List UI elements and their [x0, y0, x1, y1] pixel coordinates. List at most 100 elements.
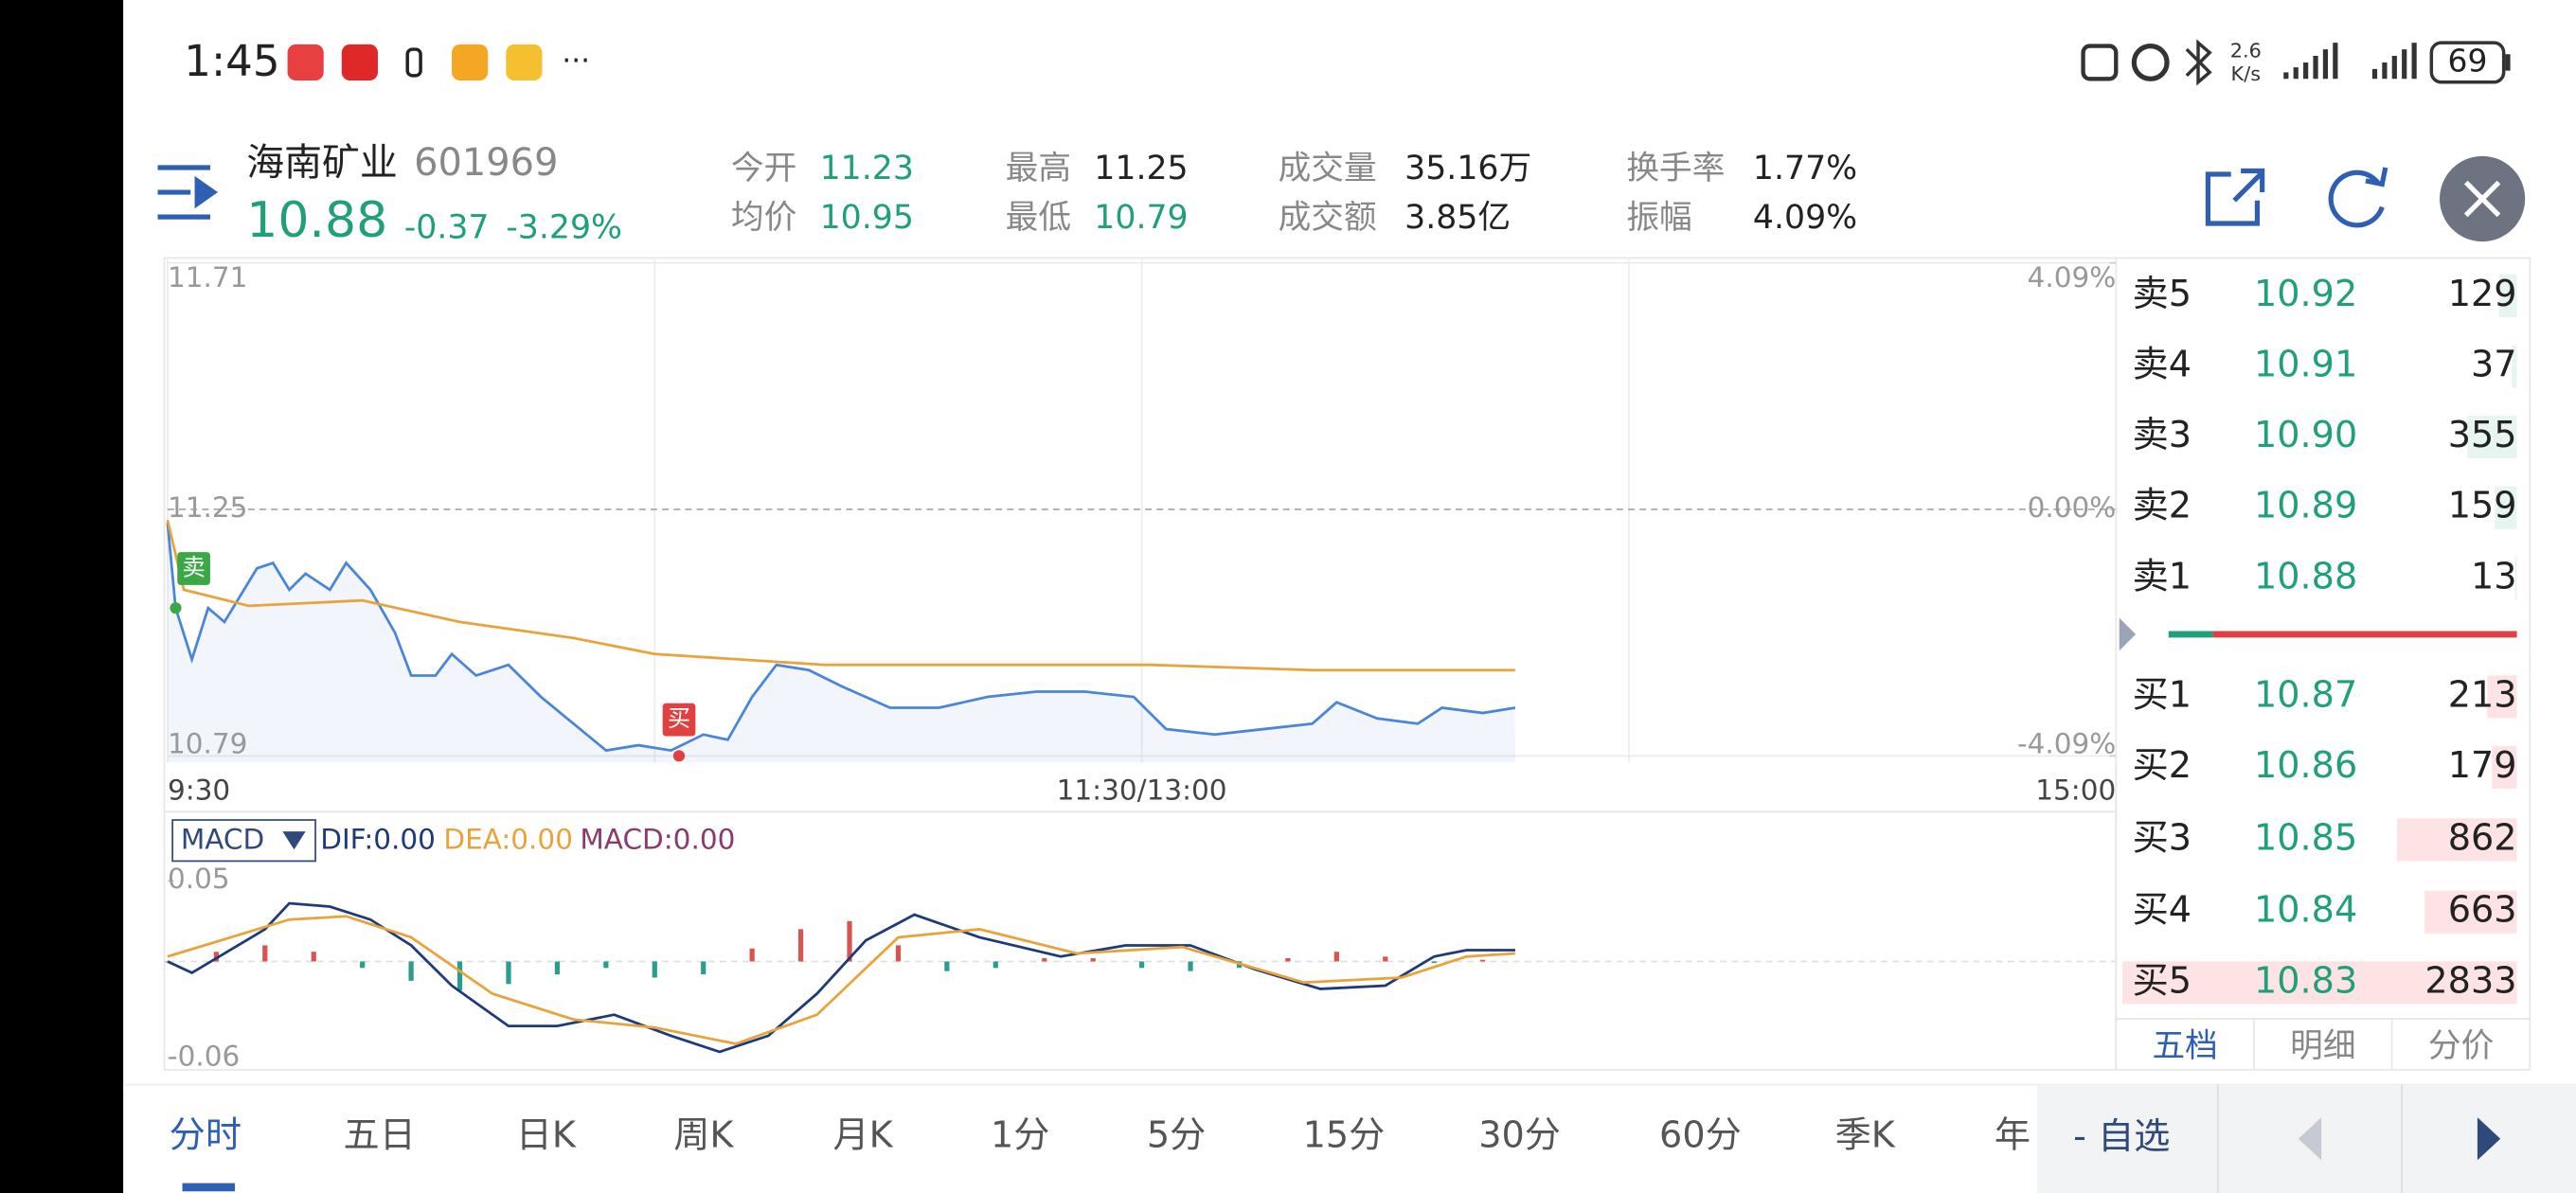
share-icon[interactable] [2205, 168, 2265, 226]
stat-label: 最高 [1005, 148, 1072, 187]
volume-bar [2467, 416, 2517, 459]
macd-bar [1480, 959, 1486, 962]
period-tab[interactable]: 季K [1834, 1115, 1895, 1157]
stat-value: 11.25 [1094, 148, 1189, 187]
period-tab[interactable]: 60分 [1659, 1115, 1742, 1157]
stat-value: 11.23 [819, 148, 914, 187]
macd-bar [1188, 961, 1193, 971]
x-tick-label: 15:00 [2035, 775, 2117, 809]
book-price: 10.85 [2253, 818, 2358, 860]
net-speed: 2.6 [2229, 39, 2262, 62]
volume-bar [2492, 745, 2517, 790]
period-tab[interactable]: 月K [832, 1115, 893, 1157]
book-price: 10.89 [2253, 486, 2358, 528]
trade-badge [177, 552, 210, 585]
watchlist-button[interactable]: - 自选 [2073, 1117, 2171, 1159]
book-level: 卖4 [2132, 345, 2192, 386]
x-tick-label: 9:30 [167, 775, 231, 809]
stat-value: 35.16万 [1404, 148, 1532, 187]
y-tick-label: 11.25 [167, 491, 248, 525]
book-volume: 355 [2447, 416, 2517, 457]
macd-bar [749, 948, 755, 962]
book-level: 买5 [2132, 961, 2192, 1003]
stat-value: 4.09% [1752, 197, 1858, 237]
y-tick-label: -0.06 [167, 1041, 241, 1075]
book-level: 买3 [2132, 818, 2192, 860]
macd-bar [1431, 961, 1437, 964]
macd-bar [701, 961, 707, 975]
macd-selector-label[interactable]: MACD [180, 824, 265, 858]
stat-label: 今开 [730, 148, 797, 187]
y2-tick-label: 4.09% [2027, 261, 2117, 295]
macd-bar [1139, 961, 1145, 969]
book-price: 10.90 [2253, 416, 2358, 457]
next-arrow[interactable] [2477, 1117, 2501, 1161]
volume-bar [2498, 274, 2517, 317]
line [166, 519, 1515, 672]
book-price: 10.92 [2253, 274, 2358, 316]
x-tick-label: 11:30/13:00 [1056, 775, 1227, 809]
stat-value: 10.95 [819, 197, 914, 237]
y-tick-label: 0.05 [167, 864, 230, 897]
period-tab[interactable]: 1分 [991, 1115, 1050, 1157]
macd-bar [1383, 956, 1388, 962]
book-level: 买1 [2132, 675, 2192, 717]
macd-bar [652, 961, 657, 978]
more-icons: ··· [562, 44, 591, 80]
macd-bar [506, 961, 511, 985]
book-tab[interactable]: 明细 [2290, 1024, 2356, 1065]
status-icons [287, 39, 2511, 86]
trade-badge-label: 卖 [182, 555, 206, 582]
menu-icon[interactable] [157, 165, 219, 220]
volume-bar [2396, 818, 2517, 862]
period-tab[interactable]: 日K [515, 1115, 576, 1157]
book-volume: 129 [2447, 274, 2517, 316]
legend-entry: DIF:0.00 [320, 824, 436, 858]
period-tab[interactable]: 五日 [343, 1115, 416, 1157]
macd-bar [797, 929, 804, 962]
book-level: 卖2 [2132, 486, 2192, 528]
trade-badge-label: 买 [667, 706, 691, 734]
book-volume: 37 [2470, 345, 2517, 386]
clock: 1:45 [184, 37, 280, 87]
book-price: 10.88 [2253, 557, 2358, 598]
period-tab[interactable]: 5分 [1146, 1115, 1207, 1157]
stat-label: 成交量 [1278, 148, 1377, 187]
period-tab[interactable]: 分时 [169, 1115, 242, 1157]
book-tab[interactable]: 五档 [2152, 1024, 2218, 1065]
macd-bar [895, 945, 902, 962]
book-arrow [2119, 617, 2137, 651]
legend-entry: DEA:0.00 [443, 824, 573, 858]
macd-bar [408, 961, 414, 981]
stat-label: 换手率 [1626, 148, 1726, 187]
line [167, 901, 1515, 1054]
battery-level: 69 [2447, 43, 2488, 80]
book-level: 卖3 [2132, 416, 2192, 457]
trade-point [672, 750, 686, 762]
prev-arrow[interactable] [2298, 1117, 2322, 1161]
stock-name: 海南矿业 [246, 142, 398, 186]
volume-bar [2487, 675, 2517, 719]
refresh-icon[interactable] [2328, 167, 2388, 228]
line [166, 523, 1516, 753]
period-tab[interactable]: 15分 [1302, 1115, 1386, 1157]
period-tab[interactable]: 周K [673, 1115, 734, 1157]
period-tab[interactable]: 30分 [1478, 1115, 1561, 1157]
macd-bar [993, 961, 998, 969]
book-level: 卖1 [2132, 557, 2192, 598]
close-button[interactable] [2440, 155, 2526, 242]
book-tab[interactable]: 分价 [2427, 1024, 2495, 1065]
volume-bar [2424, 890, 2517, 934]
stat-value: 3.85亿 [1404, 197, 1512, 237]
book-price: 10.86 [2253, 745, 2358, 788]
book-volume: 663 [2447, 890, 2517, 933]
macd-selector-arrow[interactable] [282, 831, 306, 850]
stat-label: 振幅 [1626, 197, 1692, 237]
period-tab[interactable]: 年 [1994, 1115, 2031, 1157]
change-pct: -3.29% [506, 206, 623, 247]
y2-tick-label: 0.00% [2027, 491, 2117, 525]
macd-bar [847, 920, 852, 962]
